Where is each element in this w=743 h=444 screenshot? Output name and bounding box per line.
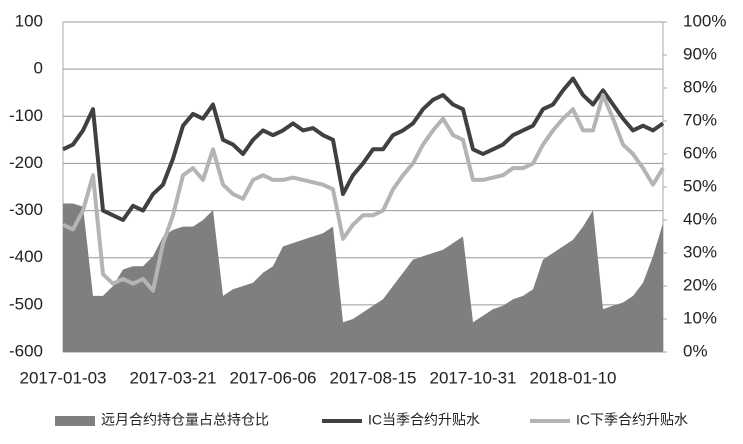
y2-tick-label: 60% <box>683 143 717 162</box>
legend-label: IC当季合约升贴水 <box>368 412 480 428</box>
x-tick-label: 2018-01-10 <box>530 368 617 387</box>
y2-tick-label: 10% <box>683 308 717 327</box>
y-tick-label: 0 <box>34 59 43 78</box>
x-tick-label: 2017-03-21 <box>130 368 217 387</box>
legend-label: 远月合约持仓量占总持仓比 <box>101 412 269 428</box>
y2-tick-label: 80% <box>683 77 717 96</box>
y2-tick-label: 100% <box>683 11 726 30</box>
y-tick-label: -400 <box>9 247 43 266</box>
legend-swatch <box>55 416 95 426</box>
y-tick-label: -100 <box>9 106 43 125</box>
y-tick-label: -600 <box>9 341 43 360</box>
x-tick-label: 2017-10-31 <box>430 368 517 387</box>
y-tick-label: -300 <box>9 200 43 219</box>
y2-tick-label: 20% <box>683 275 717 294</box>
y-tick-label: -200 <box>9 153 43 172</box>
y2-tick-label: 50% <box>683 176 717 195</box>
x-tick-label: 2017-06-06 <box>230 368 317 387</box>
area <box>63 203 663 352</box>
y2-tick-label: 40% <box>683 209 717 228</box>
y2-tick-label: 30% <box>683 242 717 261</box>
x-tick-label: 2017-01-03 <box>20 368 107 387</box>
y2-tick-label: 90% <box>683 44 717 63</box>
y-tick-label: -500 <box>9 294 43 313</box>
y2-tick-label: 70% <box>683 110 717 129</box>
y-tick-label: 100 <box>15 11 43 30</box>
legend-label: IC下季合约升贴水 <box>576 412 688 428</box>
y2-tick-label: 0% <box>683 341 708 360</box>
line <box>62 76 665 222</box>
line <box>62 93 665 293</box>
x-tick-label: 2017-08-15 <box>330 368 417 387</box>
